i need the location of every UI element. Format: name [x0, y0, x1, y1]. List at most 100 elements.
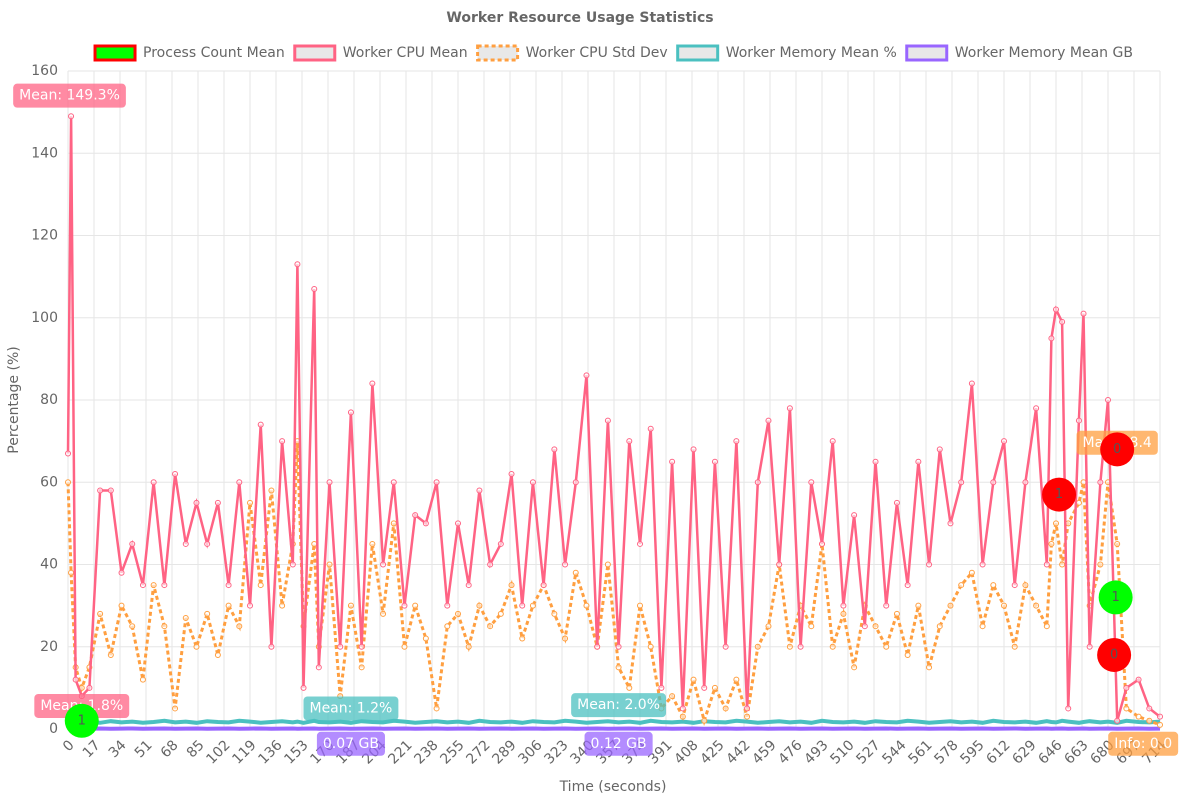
- data-point: [647, 425, 654, 432]
- annotation-box: [13, 83, 126, 108]
- legend-label: Worker CPU Mean: [343, 45, 468, 61]
- legend-label: Worker Memory Mean GB: [955, 45, 1133, 61]
- data-point: [733, 438, 740, 445]
- data-point: [840, 610, 847, 617]
- data-point: [872, 623, 879, 630]
- data-point: [786, 405, 793, 412]
- data-point: [1065, 705, 1072, 712]
- y-axis-label: Percentage (%): [6, 346, 22, 453]
- data-point: [551, 610, 558, 617]
- data-point: [139, 582, 146, 589]
- data-point: [279, 438, 286, 445]
- y-tick-label: 40: [40, 557, 58, 573]
- data-point: [455, 610, 461, 617]
- data-point: [647, 643, 654, 650]
- annotation: Info: 0.0: [1108, 731, 1179, 756]
- process-label: 0: [1113, 442, 1121, 457]
- data-point: [679, 713, 686, 720]
- data-point: [1001, 438, 1007, 445]
- data-point: [150, 479, 157, 486]
- data-point: [861, 623, 868, 630]
- annotation-box: [303, 696, 399, 721]
- data-point: [893, 499, 900, 506]
- y-tick-label: 100: [31, 310, 58, 326]
- data-point: [369, 380, 376, 387]
- data-point: [279, 602, 286, 609]
- process-label: 1: [78, 713, 86, 728]
- data-point: [72, 676, 79, 683]
- data-point: [765, 623, 772, 630]
- data-point: [615, 664, 622, 671]
- y-tick-label: 20: [40, 639, 58, 655]
- data-point: [744, 713, 751, 720]
- data-point: [947, 520, 954, 527]
- annotation-label: 0.07 GB: [323, 736, 379, 752]
- annotation: 0.07 GB: [316, 731, 385, 756]
- data-point: [465, 582, 472, 589]
- data-point: [247, 499, 253, 506]
- data-point: [311, 540, 318, 547]
- data-point: [883, 602, 890, 609]
- data-point: [626, 684, 633, 691]
- data-point: [268, 643, 275, 650]
- data-point: [236, 623, 243, 630]
- data-point: [476, 602, 483, 609]
- x-tick-label: 561: [905, 737, 935, 767]
- data-point: [97, 610, 104, 617]
- x-tick-label: 408: [671, 737, 701, 767]
- data-point: [129, 540, 136, 547]
- data-point: [204, 610, 211, 617]
- data-point: [487, 561, 494, 568]
- legend-swatch: [676, 44, 720, 62]
- legend-item: Worker Memory Mean GB: [905, 44, 1133, 62]
- annotation: Mean: 149.3%: [13, 83, 126, 108]
- data-point: [583, 372, 590, 379]
- y-tick-label: 120: [31, 228, 58, 244]
- data-point: [658, 684, 665, 691]
- data-point: [107, 651, 114, 658]
- legend-swatch: [93, 44, 137, 62]
- annotation: Mean: 1.2%: [303, 696, 399, 721]
- x-tick-label: 595: [957, 737, 987, 767]
- annotation: Mean: 2.0%: [571, 693, 667, 718]
- data-point: [990, 479, 997, 486]
- data-point: [540, 582, 547, 589]
- data-point: [711, 684, 718, 691]
- x-tick-label: 459: [749, 737, 779, 767]
- data-point: [326, 479, 333, 486]
- data-point: [315, 664, 322, 671]
- data-point: [412, 512, 419, 519]
- legend-swatch: [905, 44, 949, 62]
- legend-swatch: [476, 44, 520, 62]
- process-label: 1: [1112, 590, 1120, 605]
- data-point: [225, 582, 232, 589]
- x-tick-label: 0: [60, 737, 78, 755]
- y-tick-label: 0: [49, 721, 58, 737]
- data-point: [904, 651, 911, 658]
- x-tick-label: 646: [1035, 737, 1065, 767]
- series-line: [67, 718, 1161, 725]
- data-point: [1080, 479, 1087, 486]
- x-tick-label: 612: [983, 737, 1013, 767]
- data-point: [690, 446, 697, 453]
- data-point: [444, 602, 451, 609]
- data-point: [150, 582, 157, 589]
- annotation-label: Mean: 149.3%: [19, 88, 120, 104]
- data-point: [765, 417, 772, 424]
- annotation: 0.12 GB: [584, 731, 653, 756]
- data-point: [68, 569, 75, 576]
- data-point: [968, 380, 975, 387]
- data-point: [915, 458, 922, 465]
- data-point: [711, 458, 718, 465]
- data-point: [1043, 623, 1050, 630]
- data-point: [615, 643, 622, 650]
- data-point: [68, 113, 75, 120]
- data-point: [1075, 417, 1082, 424]
- data-point: [604, 417, 611, 424]
- data-point: [572, 569, 579, 576]
- data-point: [572, 479, 579, 486]
- data-point: [118, 569, 125, 576]
- data-point: [936, 623, 943, 630]
- data-point: [380, 561, 387, 568]
